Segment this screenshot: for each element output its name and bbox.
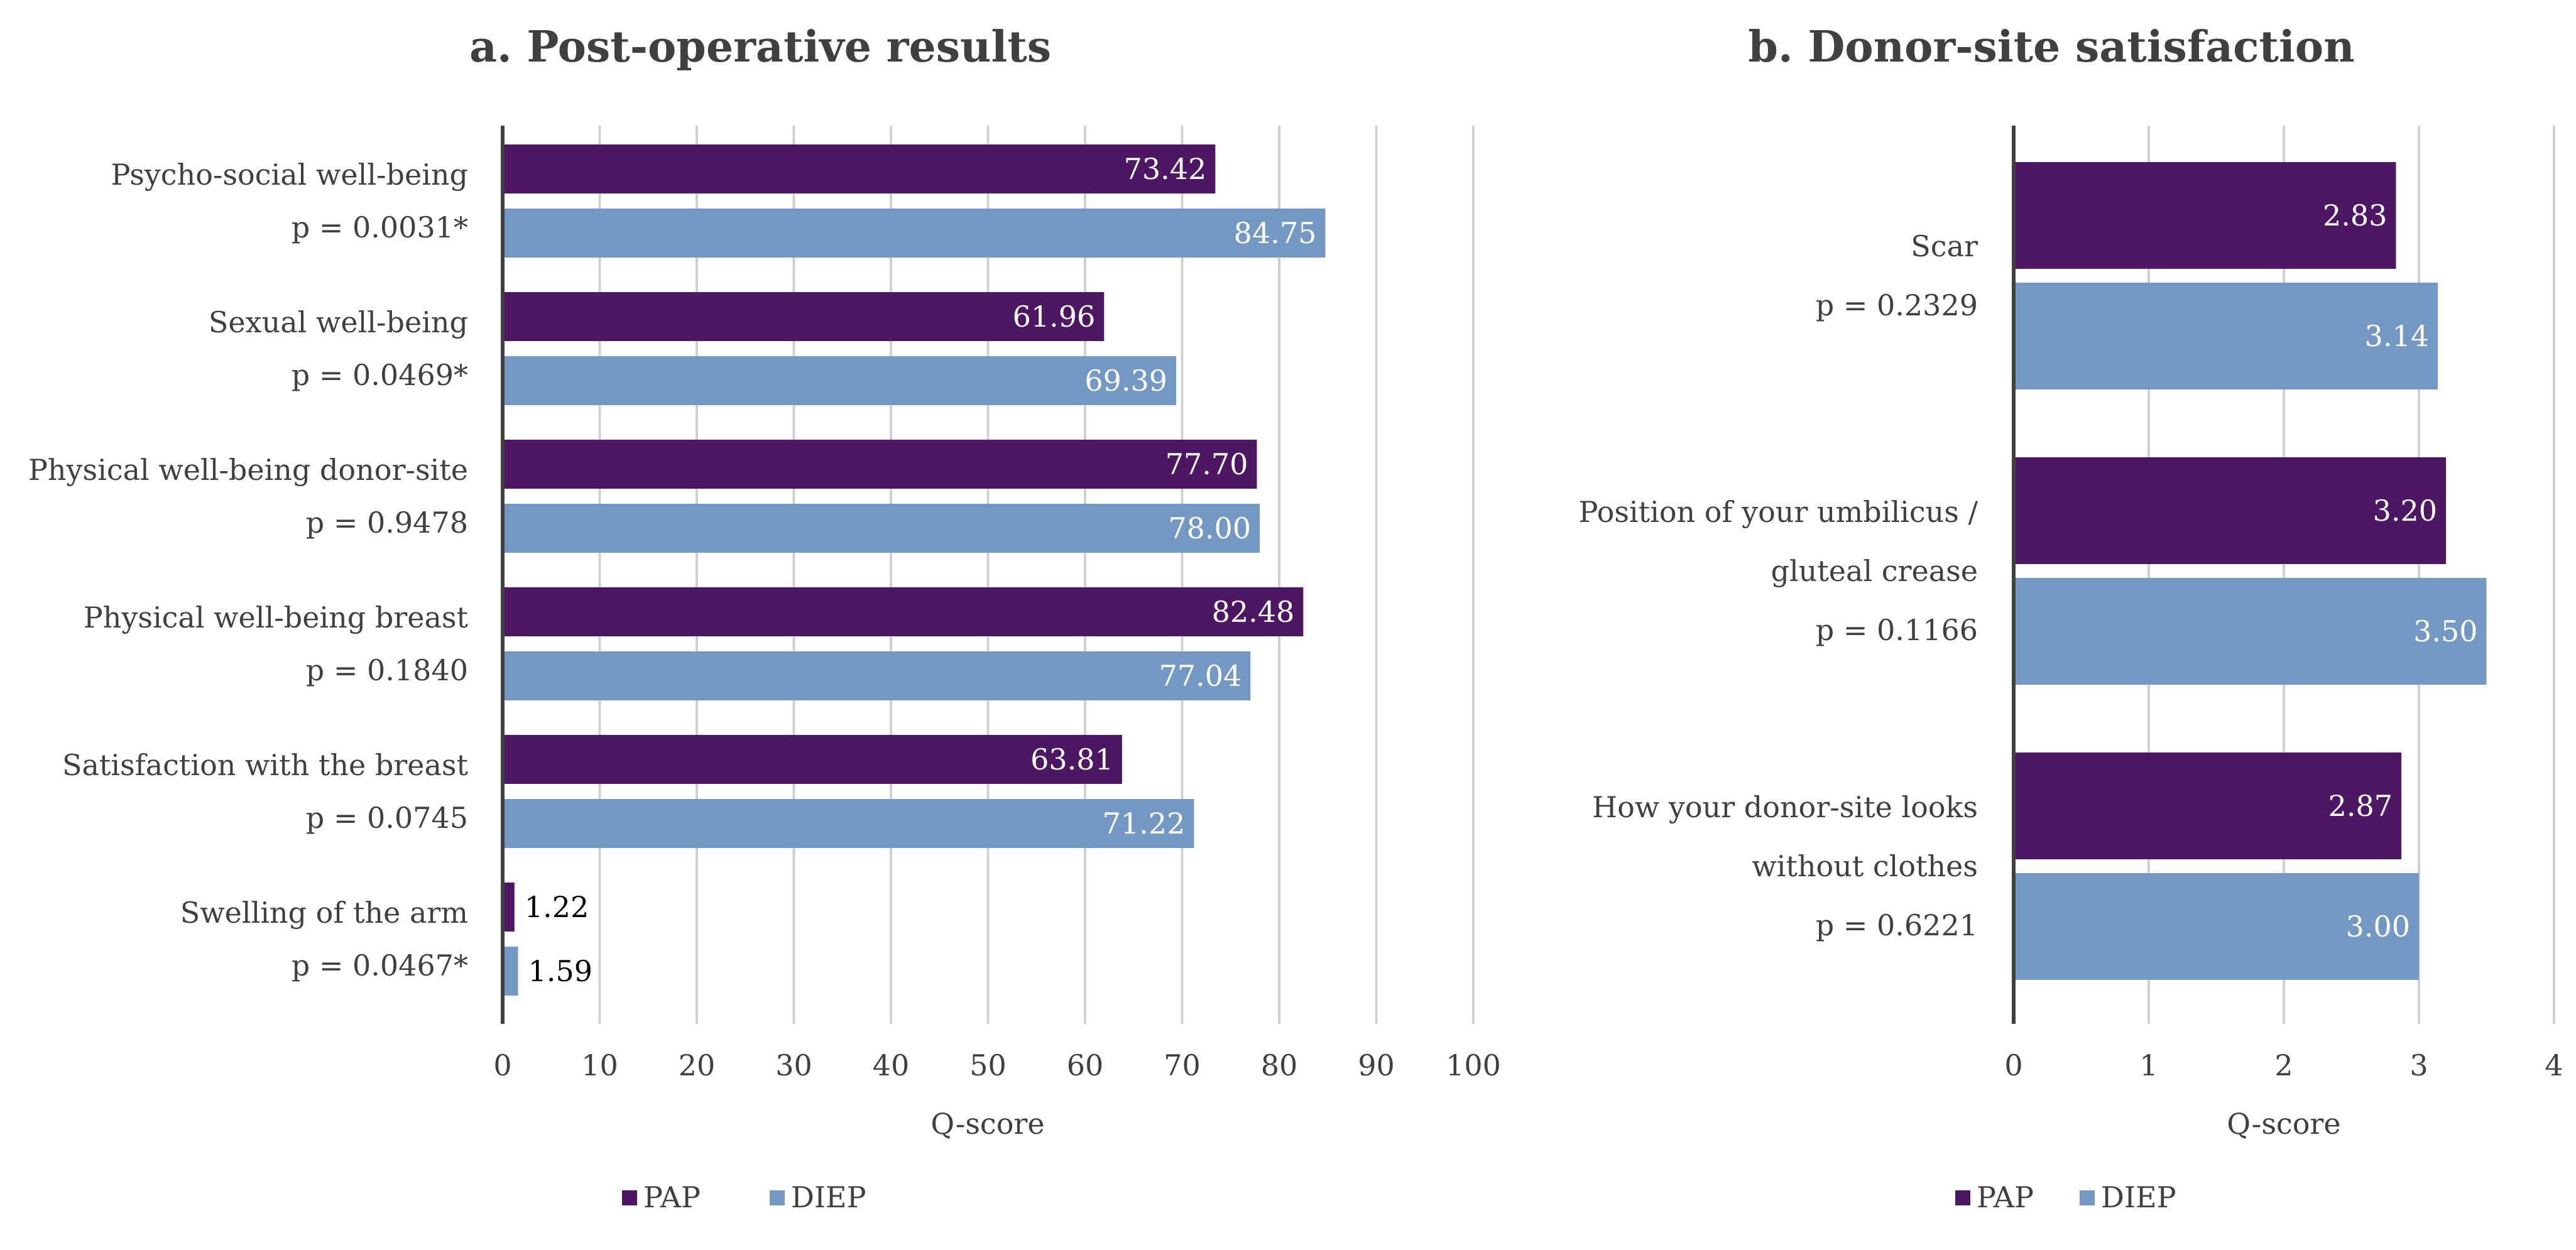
category-label: Swelling of the arm [180, 896, 468, 930]
panel-b-title: b. Donor-site satisfaction [1748, 22, 2354, 72]
data-label-pap: 3.20 [2373, 494, 2437, 528]
x-tick-label: 30 [775, 1048, 812, 1082]
category-pvalue: p = 0.0467* [292, 948, 468, 982]
data-label-pap: 63.81 [1030, 742, 1113, 776]
category-label: Position of your umbilicus / [1579, 495, 1978, 529]
x-tick-label: 100 [1446, 1048, 1501, 1082]
x-tick-label: 40 [873, 1048, 910, 1082]
x-tick-label: 90 [1358, 1048, 1395, 1082]
bar-pap [503, 144, 1216, 193]
bar-pap [2014, 457, 2446, 564]
panel-b-bars [2014, 162, 2487, 980]
legend-label-pap-b: PAP [1977, 1180, 2034, 1214]
x-tick-label: 1 [2139, 1048, 2158, 1082]
panel-a-x-ticks: 0 10 20 30 40 50 60 70 80 90 100 [493, 1048, 1501, 1082]
panel-a: a. Post-operative results 73.42 84.75 61.9… [28, 22, 1501, 1214]
data-label-pap: 73.42 [1124, 152, 1207, 186]
data-label-pap: 82.48 [1212, 595, 1295, 629]
category-pvalue: p = 0.1840 [306, 653, 468, 687]
panel-b-category-labels: Scar p = 0.2329 Position of your umbilicus… [1579, 229, 1978, 942]
data-label-pap: 2.87 [2328, 789, 2393, 823]
bar-diep [503, 947, 518, 996]
legend-swatch-pap-b [1955, 1190, 1970, 1205]
panel-b-value-labels: 2.83 3.14 3.20 3.50 2.87 3.00 [2323, 198, 2477, 943]
category-pvalue: p = 0.2329 [1816, 288, 1978, 322]
category-label: Sexual well-being [209, 305, 468, 339]
x-tick-label: 2 [2274, 1048, 2293, 1082]
category-label: Scar [1911, 229, 1978, 263]
panel-a-x-axis-label: Q-score [931, 1107, 1044, 1141]
bar-pap [2014, 753, 2402, 859]
panel-a-bars [503, 144, 1326, 996]
data-label-diep: 77.04 [1159, 659, 1242, 693]
legend-swatch-diep-b [2080, 1190, 2095, 1205]
category-pvalue: p = 0.9478 [306, 506, 468, 540]
category-pvalue: p = 0.0469* [292, 358, 468, 392]
data-label-diep: 71.22 [1103, 807, 1186, 840]
panel-b-legend: PAP DIEP [1955, 1180, 2176, 1214]
data-label-diep: 69.39 [1084, 364, 1167, 398]
category-pvalue: p = 0.1166 [1816, 613, 1978, 647]
category-label: gluteal crease [1771, 554, 1978, 588]
bar-diep [2014, 873, 2419, 980]
bar-pap [2014, 162, 2396, 269]
panel-b: b. Donor-site satisfaction 2.83 3.14 3.20 3… [1579, 22, 2563, 1214]
category-pvalue: p = 0.0031* [292, 210, 468, 244]
x-tick-label: 60 [1067, 1048, 1104, 1082]
data-label-diep: 3.14 [2365, 319, 2429, 353]
category-label: Physical well-being donor-site [28, 453, 468, 487]
x-tick-label: 0 [2004, 1048, 2022, 1082]
x-tick-label: 10 [581, 1048, 618, 1082]
legend-label-diep: DIEP [791, 1180, 866, 1214]
panel-a-value-labels: 73.42 84.75 61.96 69.39 77.70 78.00 82.48 77.04… [525, 152, 1317, 988]
panel-b-x-axis-label: Q-score [2227, 1107, 2340, 1141]
bar-pap [503, 292, 1105, 341]
bar-diep [503, 209, 1326, 258]
category-label: without clothes [1752, 849, 1978, 883]
bar-diep [2014, 578, 2487, 685]
panel-a-category-labels: Psycho-social well-being p = 0.0031* Sexua… [28, 158, 469, 982]
panel-a-legend: PAP DIEP [622, 1180, 866, 1214]
bar-diep [503, 504, 1260, 553]
panel-a-title: a. Post-operative results [469, 22, 1051, 72]
bar-diep [503, 651, 1251, 700]
bar-pap [503, 587, 1304, 636]
bar-pap [503, 883, 515, 932]
category-label: Satisfaction with the breast [62, 748, 469, 782]
legend-label-diep-b: DIEP [2101, 1180, 2176, 1214]
data-label-pap: 2.83 [2323, 198, 2387, 232]
data-label-diep: 3.00 [2346, 910, 2410, 943]
x-tick-label: 50 [969, 1048, 1007, 1082]
bar-pap [503, 440, 1257, 489]
x-tick-label: 3 [2410, 1048, 2428, 1082]
panel-b-x-ticks: 0 1 2 3 4 [2004, 1048, 2563, 1082]
data-label-diep: 1.59 [528, 954, 592, 988]
category-label: Physical well-being breast [84, 601, 469, 634]
data-label-pap: 1.22 [525, 890, 589, 924]
category-label: Psycho-social well-being [111, 158, 469, 192]
legend-swatch-diep [770, 1190, 785, 1205]
data-label-pap: 77.70 [1165, 447, 1248, 481]
data-label-diep: 84.75 [1234, 216, 1317, 250]
bar-diep [503, 356, 1177, 405]
bar-diep [2014, 283, 2438, 389]
x-tick-label: 80 [1261, 1048, 1298, 1082]
x-tick-label: 0 [493, 1048, 511, 1082]
data-label-diep: 3.50 [2413, 614, 2477, 648]
panel-a-gridlines [598, 126, 1475, 1024]
legend-swatch-pap [622, 1190, 637, 1205]
data-label-diep: 78.00 [1168, 511, 1251, 545]
data-label-pap: 61.96 [1013, 300, 1096, 334]
category-pvalue: p = 0.6221 [1816, 908, 1978, 942]
legend-label-pap: PAP [643, 1180, 701, 1214]
x-tick-label: 20 [679, 1048, 716, 1082]
category-label: How your donor-site looks [1592, 790, 1978, 824]
x-tick-label: 4 [2545, 1048, 2563, 1082]
x-tick-label: 70 [1164, 1048, 1201, 1082]
category-pvalue: p = 0.0745 [306, 801, 468, 835]
bar-pap [503, 735, 1122, 784]
bar-diep [503, 799, 1194, 848]
